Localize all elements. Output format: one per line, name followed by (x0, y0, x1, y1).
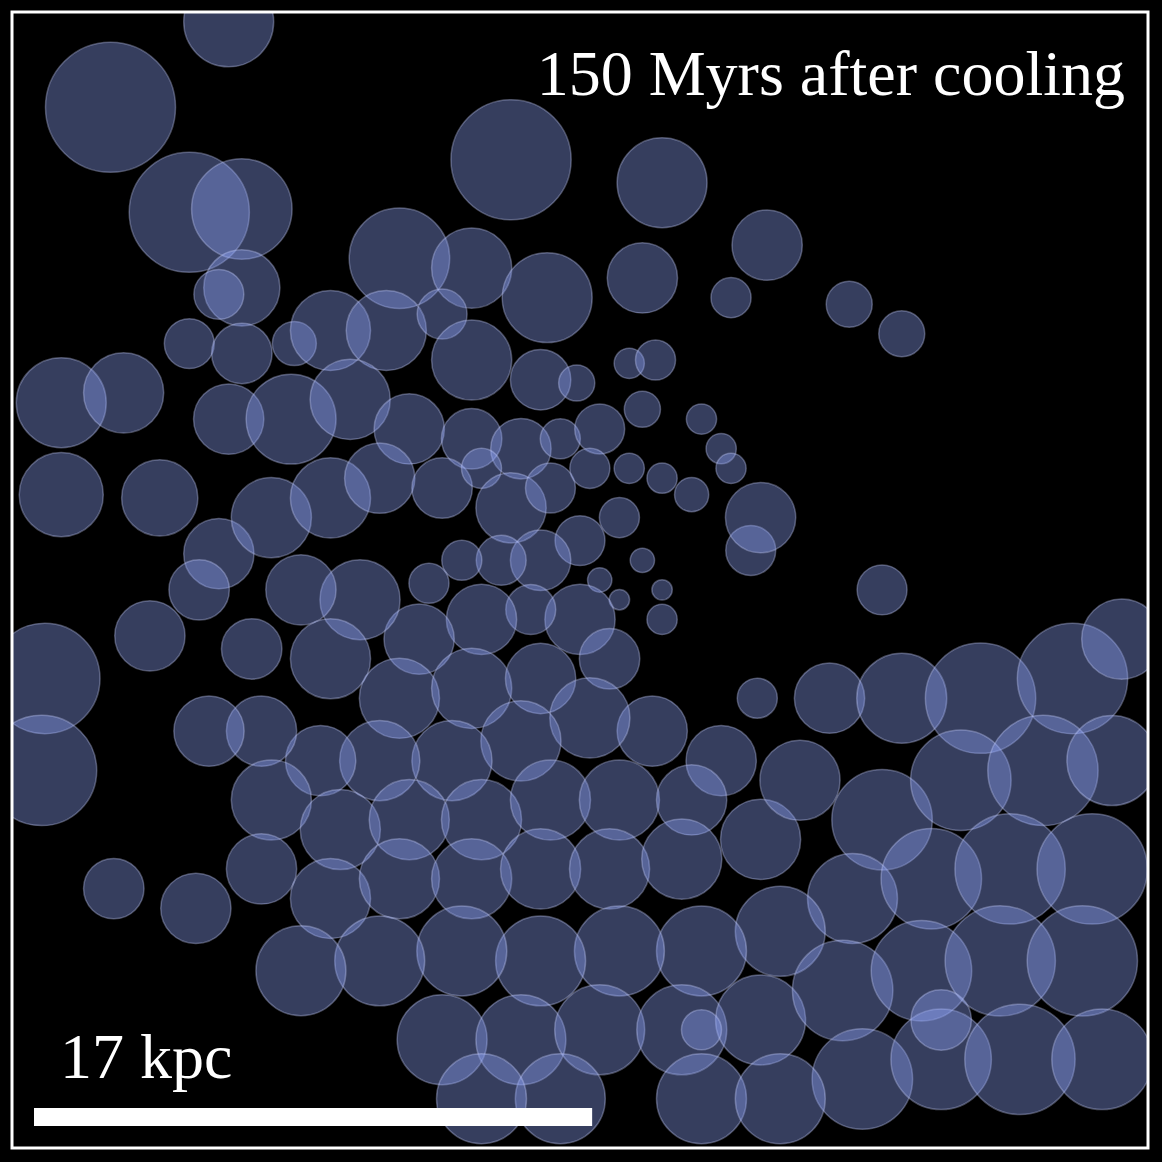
particle (346, 290, 426, 370)
particle (212, 323, 272, 383)
particle (574, 906, 664, 996)
particle (84, 353, 164, 433)
particle (624, 391, 660, 427)
particle (735, 1054, 825, 1144)
particle (794, 663, 864, 733)
particle (570, 448, 610, 488)
particle (496, 916, 586, 1006)
particle (656, 906, 746, 996)
particle (432, 320, 512, 400)
particle (161, 873, 231, 943)
particle (550, 678, 630, 758)
particle (510, 760, 590, 840)
particle (686, 404, 716, 434)
particle (540, 419, 580, 459)
particle (559, 365, 595, 401)
particle (174, 696, 244, 766)
particle (192, 159, 292, 259)
particle (1027, 906, 1137, 1016)
particle (184, 12, 274, 67)
particle (256, 926, 346, 1016)
particle (647, 604, 677, 634)
particle (194, 269, 244, 319)
particle (635, 340, 675, 380)
particle (579, 760, 659, 840)
particle (476, 535, 526, 585)
particle (290, 619, 370, 699)
particle (642, 819, 722, 899)
scale-bar (34, 1108, 592, 1126)
particle (502, 253, 592, 343)
particle (45, 42, 175, 172)
particle (164, 319, 214, 369)
particle (442, 540, 482, 580)
background (0, 0, 1162, 1162)
particle (122, 460, 198, 536)
frame (12, 12, 1148, 1148)
particle (681, 1010, 721, 1050)
particle (409, 563, 449, 603)
particle (446, 584, 516, 654)
scale-label: 17 kpc (60, 1021, 232, 1092)
particle (359, 839, 439, 919)
particle (630, 548, 654, 572)
particle (575, 404, 625, 454)
particle (826, 281, 872, 327)
particle (12, 715, 97, 825)
particle (879, 311, 925, 357)
particle (675, 478, 709, 512)
particle (1082, 599, 1148, 679)
particle (515, 1054, 605, 1144)
particle (737, 678, 777, 718)
particle (335, 916, 425, 1006)
particle (614, 453, 644, 483)
particle (417, 906, 507, 996)
particle (599, 498, 639, 538)
particle (266, 555, 336, 625)
particle (1052, 1009, 1148, 1109)
particle (19, 453, 103, 537)
particle (725, 482, 795, 552)
particle (221, 619, 281, 679)
particle (652, 580, 672, 600)
particle (525, 463, 575, 513)
particle (711, 278, 751, 318)
particle (647, 463, 677, 493)
particle (607, 243, 677, 313)
particle (716, 453, 746, 483)
chart: 150 Myrs after cooling 17 kpc (0, 0, 1162, 1162)
particle (115, 601, 185, 671)
particle (226, 834, 296, 904)
particle (617, 138, 707, 228)
particle (84, 858, 144, 918)
particle (760, 740, 840, 820)
particles (12, 12, 1148, 1144)
particle (857, 565, 907, 615)
particle (911, 990, 971, 1050)
particle (656, 1054, 746, 1144)
particle (569, 829, 649, 909)
particle (1067, 716, 1148, 806)
particle (437, 1054, 527, 1144)
particle (169, 560, 229, 620)
particle (451, 100, 571, 220)
particle (501, 829, 581, 909)
particle (732, 210, 802, 280)
particle (231, 760, 311, 840)
particle (345, 443, 415, 513)
title: 150 Myrs after cooling (537, 38, 1125, 109)
